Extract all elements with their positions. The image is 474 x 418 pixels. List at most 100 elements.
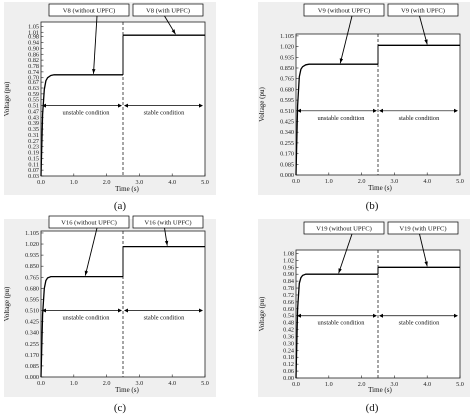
y-tick-label: 0.55 [28, 97, 39, 104]
y-tick-label: 1.08 [283, 250, 294, 257]
y-tick-label: 0.42 [283, 327, 294, 334]
y-tick-label: 0.765 [25, 274, 39, 281]
arrowhead-right [373, 313, 377, 318]
y-tick-label: 0.07 [28, 167, 39, 174]
annotation-label-without-upfc: V16 (without UPFC) [61, 220, 117, 227]
annotation-label-with-upfc: V16 (with UPFC) [144, 220, 191, 227]
y-tick-label: 0.00 [283, 375, 294, 382]
arrowhead-right [199, 308, 203, 313]
arrowhead-left [42, 103, 46, 108]
annotation-arrow-without-upfc-head [84, 270, 89, 276]
stable-condition-label: stable condition [144, 315, 185, 322]
unstable-condition-label: unstable condition [62, 110, 110, 117]
x-tick-label: 2.0 [103, 380, 111, 387]
x-tick-label: 2.0 [358, 381, 366, 388]
y-tick-label: 0.31 [28, 132, 39, 139]
y-tick-label: 0.36 [283, 333, 294, 340]
annotation-box-without-upfc [303, 3, 385, 17]
annotation-label-with-upfc: V19 (with UPFC) [399, 226, 446, 233]
y-tick-label: 0.90 [283, 271, 294, 278]
y-tick-label: 0.595 [280, 97, 294, 104]
x-tick-label: 0.0 [37, 380, 45, 387]
y-tick-label: 1.02 [283, 257, 294, 264]
y-tick-label: 0.595 [25, 296, 39, 303]
x-tick-label: 3.0 [136, 380, 144, 387]
y-tick-label: 0.170 [25, 352, 39, 359]
y-tick-label: 0.850 [280, 65, 294, 72]
arrowhead-right [118, 103, 122, 108]
arrowhead-left [124, 308, 128, 313]
x-tick-label: 0.0 [292, 178, 300, 185]
x-tick-label: 3.0 [391, 178, 399, 185]
caption-c: (c) [113, 402, 127, 414]
y-tick-label: 0.59 [28, 91, 39, 98]
arrowhead-right [199, 103, 203, 108]
unstable-condition-label: unstable condition [317, 115, 365, 122]
y-tick-label: 0.765 [280, 76, 294, 83]
x-tick-label: 3.0 [391, 381, 399, 388]
y-axis-label: Voltage (pu) [258, 86, 266, 121]
x-tick-label: 2.0 [103, 179, 111, 186]
x-tick-label: 1.0 [70, 380, 78, 387]
annotation-label-without-upfc: V19 (without UPFC) [316, 226, 372, 233]
annotation-label-without-upfc: V8 (without UPFC) [63, 8, 115, 15]
annotation-arrow-with-upfc-head [164, 240, 169, 246]
y-tick-label: 0.510 [25, 308, 39, 315]
series-line-without-upfc [40, 275, 123, 378]
annotation-arrow-without-upfc-head [92, 69, 96, 74]
x-tick-label: 2.0 [358, 178, 366, 185]
annotation-arrow-with-upfc-head [424, 39, 428, 45]
y-tick-label: 0.54 [283, 313, 294, 320]
y-tick-label: 0.94 [28, 40, 39, 47]
annotation-arrow-without-upfc-line [93, 15, 98, 74]
caption-a: (a) [113, 200, 127, 212]
x-tick-label: 3.0 [136, 179, 144, 186]
arrowhead-left [379, 108, 383, 113]
arrowhead-right [373, 108, 377, 113]
y-tick-label: 0.70 [28, 75, 39, 82]
annotation-arrow-with-upfc-line [419, 233, 428, 267]
stable-condition-label: stable condition [399, 320, 440, 327]
x-tick-label: 5.0 [201, 380, 209, 387]
y-tick-label: 0.39 [28, 120, 39, 127]
annotation-box-without-upfc [303, 221, 385, 235]
y-tick-label: 0.03 [28, 173, 39, 180]
caption-b: (b) [365, 200, 379, 212]
x-tick-label: 4.0 [423, 381, 431, 388]
caption-d: (d) [365, 402, 379, 414]
annotation-box-with-upfc [132, 3, 204, 17]
annotation-box-without-upfc [48, 215, 130, 229]
y-tick-label: 0.935 [280, 54, 294, 61]
y-tick-label: 0.085 [280, 161, 294, 168]
x-tick-label: 4.0 [168, 179, 176, 186]
y-tick-label: 0.000 [25, 374, 39, 381]
x-tick-label: 5.0 [456, 381, 464, 388]
y-tick-label: 0.19 [28, 150, 39, 157]
y-tick-label: 0.27 [28, 138, 39, 145]
y-tick-label: 0.680 [280, 86, 294, 93]
arrowhead-left [297, 313, 301, 318]
annotation-arrow-without-upfc-head [339, 58, 344, 64]
annotation-label-with-upfc: V9 (with UPFC) [401, 8, 445, 15]
y-tick-label: 1.01 [28, 29, 39, 36]
y-tick-label: 0.23 [28, 144, 39, 151]
y-tick-label: 0.98 [28, 34, 39, 41]
y-tick-label: 0.66 [283, 299, 294, 306]
x-tick-label: 0.0 [292, 381, 300, 388]
y-tick-label: 0.170 [280, 151, 294, 158]
x-axis-label: Time (s) [115, 386, 139, 394]
x-tick-label: 0.0 [37, 179, 45, 186]
y-tick-label: 0.43 [28, 114, 39, 121]
y-tick-label: 0.78 [283, 285, 294, 292]
arrowhead-right [454, 313, 458, 318]
annotation-arrow-without-upfc-line [338, 233, 353, 274]
annotation-label-with-upfc: V8 (with UPFC) [146, 8, 190, 15]
annotation-arrow-with-upfc-head [171, 29, 176, 35]
y-tick-label: 0.680 [25, 285, 39, 292]
arrowhead-left [379, 313, 383, 318]
stable-condition-label: stable condition [144, 110, 185, 117]
y-tick-label: 0.510 [280, 108, 294, 115]
annotation-arrow-without-upfc-line [84, 227, 98, 276]
